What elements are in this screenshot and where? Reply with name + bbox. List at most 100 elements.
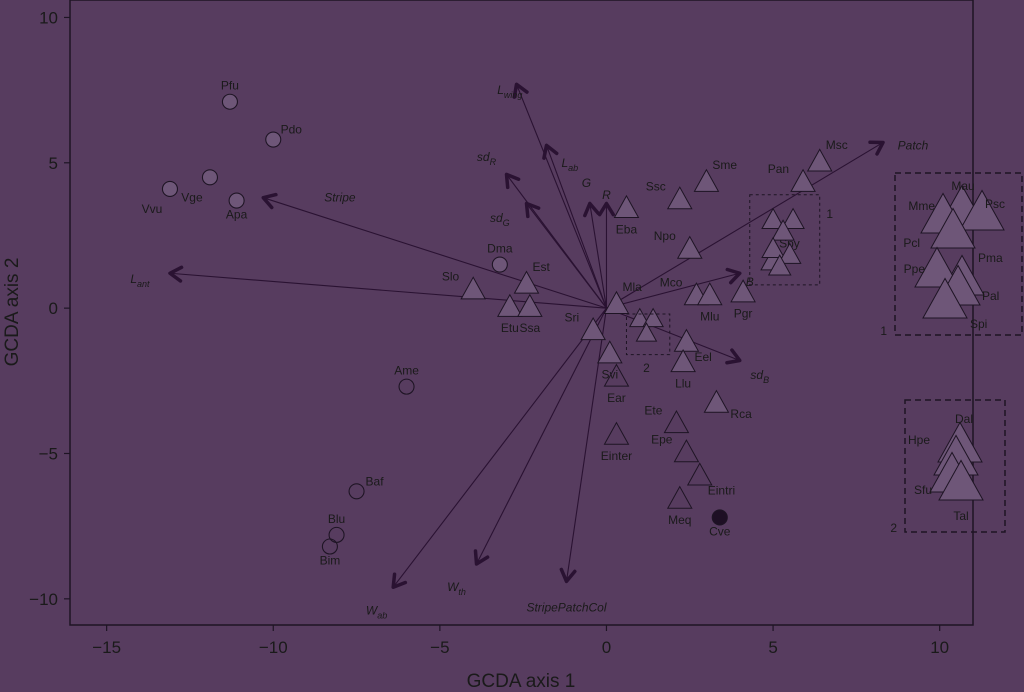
circle-label: Bim xyxy=(320,554,341,568)
vector-arrowhead xyxy=(725,267,742,285)
triangle-point xyxy=(693,168,720,192)
triangle-label: Mco xyxy=(660,276,683,290)
vector-line xyxy=(476,307,607,565)
inset-1-triangle xyxy=(922,277,968,319)
triangle-label: Est xyxy=(532,260,550,274)
y-tick-label: 0 xyxy=(49,299,58,318)
triangle-point xyxy=(730,279,756,303)
inset-2-label: Dal xyxy=(955,412,973,426)
circle-point xyxy=(348,483,365,500)
vector-arrowhead xyxy=(504,172,521,190)
x-tick-label: 10 xyxy=(930,638,949,657)
inset-2-triangle xyxy=(938,459,984,501)
vectors-layer: LwingLabsdRsdGGRStripeLantPatchBsdBWabWt… xyxy=(130,82,929,620)
vector-label-subscript: wing xyxy=(504,90,523,100)
inset-1-box xyxy=(894,172,1023,336)
triangle-point xyxy=(670,348,696,373)
y-axis-title: GCDA axis 2 xyxy=(2,258,23,367)
vector-label: Wab xyxy=(366,603,387,620)
triangle-label: Svi xyxy=(601,368,618,382)
vector-arrowhead xyxy=(512,82,529,99)
vector-label: Stripe xyxy=(324,191,356,205)
vector-arrowhead xyxy=(473,549,490,566)
triangle-label: Etu xyxy=(501,321,519,335)
triangle-point xyxy=(513,270,540,294)
vector-line xyxy=(392,307,607,588)
triangle-point xyxy=(703,389,730,413)
vector-line xyxy=(565,308,608,582)
triangle-label: Ssc xyxy=(646,180,666,194)
circle-label: Cve xyxy=(709,524,731,538)
circle-label: Baf xyxy=(366,474,385,488)
triangle-label: Meq xyxy=(668,513,691,527)
x-tick-label: −15 xyxy=(92,638,121,657)
x-tick-label: 5 xyxy=(768,638,777,657)
vector-line xyxy=(589,203,608,309)
vector-arrowhead xyxy=(261,192,278,210)
triangle-point xyxy=(580,316,606,341)
inset-2-box xyxy=(904,399,1006,533)
circle-label: Apa xyxy=(226,208,248,222)
circle-point xyxy=(491,256,508,273)
vector-line xyxy=(169,272,607,309)
vector-line xyxy=(526,203,607,309)
triangle-label: Pan xyxy=(768,162,789,176)
vector-label-subscript: ab xyxy=(568,163,578,173)
triangle-label: Eintri xyxy=(708,484,735,498)
triangle-point xyxy=(613,194,640,219)
inset-2-label: Hpe xyxy=(908,433,930,447)
triangle-label: Epe xyxy=(651,432,673,446)
circle-point xyxy=(201,169,218,186)
triangle-point xyxy=(673,439,700,463)
triangle-label: Mla xyxy=(622,280,642,294)
triangle-label: Eba xyxy=(616,222,638,236)
circle-point xyxy=(321,538,338,555)
vector-label: Lab xyxy=(561,156,578,173)
inset-1-label: Mau xyxy=(951,179,974,193)
triangle-point xyxy=(790,168,816,192)
vector-label: R xyxy=(602,188,611,202)
triangle-point xyxy=(806,148,833,172)
x-tick-label: −5 xyxy=(430,638,449,657)
triangle-label: Msc xyxy=(826,138,848,152)
circle-label: Vge xyxy=(181,190,203,204)
vector-label: sdR xyxy=(477,150,497,167)
cluster2-triangle xyxy=(642,307,664,328)
vector-label: Lant xyxy=(130,272,150,289)
cluster1-number: 1 xyxy=(826,207,833,221)
inset-1-label: Pal xyxy=(982,289,999,303)
vector-line xyxy=(263,197,607,309)
circle-label: Ame xyxy=(394,364,419,378)
triangle-point xyxy=(603,363,630,387)
inset-2-number: 2 xyxy=(890,521,897,535)
triangle-label: Einter xyxy=(601,449,632,463)
vector-label: sdB xyxy=(750,368,769,385)
y-tick-label: −10 xyxy=(29,590,58,609)
triangle-label: Sme xyxy=(712,158,737,172)
circle-point xyxy=(398,378,415,395)
triangle-point xyxy=(460,276,487,300)
triangle-point xyxy=(686,462,713,486)
triangle-label: Eel xyxy=(694,350,711,364)
vector-label: StripePatchCol xyxy=(526,601,606,615)
inset-1-label: Spi xyxy=(970,317,987,331)
triangle-point xyxy=(663,409,690,434)
cluster2-number: 2 xyxy=(643,361,650,375)
inset-2-label: Tal xyxy=(953,509,968,523)
inset-1-triangle xyxy=(930,207,976,249)
triangle-point xyxy=(496,293,523,317)
triangle-point xyxy=(603,290,630,314)
triangle-label: Npo xyxy=(654,229,676,243)
plot-frame xyxy=(69,0,974,626)
vector-label-subscript: G xyxy=(503,218,510,228)
cluster1-triangle xyxy=(771,219,795,241)
triangle-point xyxy=(596,340,623,364)
triangle-label: Sri xyxy=(564,310,579,324)
circle-point xyxy=(328,526,345,543)
inset-1-label: Mme xyxy=(908,199,935,213)
vector-label-subscript: ab xyxy=(377,610,387,620)
vector-arrowhead xyxy=(524,201,541,219)
cluster1-triangle xyxy=(761,236,785,259)
vector-arrowhead xyxy=(868,140,885,156)
vector-line xyxy=(606,141,884,309)
